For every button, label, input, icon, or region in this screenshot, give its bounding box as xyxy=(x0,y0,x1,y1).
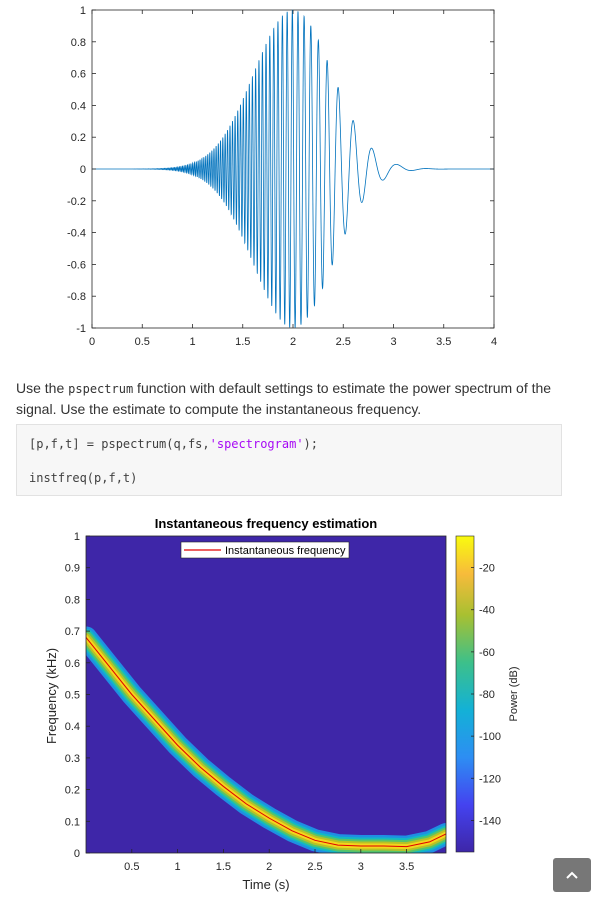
y-tick-label: -0.6 xyxy=(67,259,86,271)
chevron-up-icon xyxy=(566,871,578,879)
signal-x-axis: 0 0.5 1 1.5 2 2.5 3 3.5 4 xyxy=(89,10,497,348)
x-tick-label: 1.5 xyxy=(216,861,231,873)
signal-plot: 0 0.5 1 1.5 2 2.5 3 3.5 4 -1 -0.8 -0.6 -0.4 -0.2 0 0.2… xyxy=(67,5,497,348)
description-text-end: function with default settings to estima… xyxy=(16,380,552,417)
colorbar-tick-label: -40 xyxy=(479,605,495,617)
y-tick-label: 0.7 xyxy=(65,626,80,638)
colorbar-label: Power (dB) xyxy=(508,666,520,721)
y-tick-label: 0.8 xyxy=(71,37,86,49)
x-tick-label: 2 xyxy=(266,861,272,873)
y-tick-label: 0.1 xyxy=(65,816,80,828)
x-tick-label: 0 xyxy=(89,336,95,348)
y-tick-label: 0 xyxy=(80,164,86,176)
y-tick-label: -0.8 xyxy=(67,291,86,303)
description-paragraph: Use the pspectrum function with default … xyxy=(16,378,576,419)
y-tick-label: 0.2 xyxy=(71,132,86,144)
y-tick-label: -0.2 xyxy=(67,196,86,208)
y-tick-label: -1 xyxy=(76,323,86,335)
y-tick-label: 0.4 xyxy=(65,721,80,733)
y-tick-label: 0.9 xyxy=(65,563,80,575)
spectrogram-x-axis: 0.5 1 1.5 2 2.5 3 3.5 xyxy=(124,849,414,873)
y-tick-label: 0.6 xyxy=(65,658,80,670)
spectrogram-y-axis: 0 0.1 0.2 0.3 0.4 0.5 0.6 0.7 0.8 0.9 1 xyxy=(65,531,90,860)
x-tick-label: 4 xyxy=(491,336,497,348)
scroll-to-top-button[interactable] xyxy=(553,858,591,892)
colorbar-tick-label: -100 xyxy=(479,731,501,743)
legend-box xyxy=(180,541,350,559)
x-tick-label: 2.5 xyxy=(307,861,322,873)
x-tick-label: 0.5 xyxy=(135,336,150,348)
instantaneous-frequency-line xyxy=(86,637,446,848)
x-tick-label: 1.5 xyxy=(235,336,250,348)
y-tick-label: 0 xyxy=(74,848,80,860)
legend-label: Instantaneous frequency xyxy=(225,545,346,557)
legend: Instantaneous frequency xyxy=(180,541,350,559)
y-tick-label: 0.8 xyxy=(65,594,80,606)
x-tick-label: 0.5 xyxy=(124,861,139,873)
y-tick-label: 0.6 xyxy=(71,69,86,81)
pspectrum-code: pspectrum xyxy=(68,382,134,396)
x-tick-label: 2.5 xyxy=(336,336,351,348)
y-tick-label: 0.4 xyxy=(71,100,86,112)
y-tick-label: 0.2 xyxy=(65,785,80,797)
colorbar-tick-label: -80 xyxy=(479,689,495,701)
x-tick-label: 1 xyxy=(189,336,195,348)
colorbar-tick-label: -60 xyxy=(479,647,495,659)
y-tick-label: 1 xyxy=(80,5,86,17)
spectrogram-plot: Instantaneous frequency estimation 0.5 1 1… xyxy=(44,516,520,892)
y-tick-label: 0.5 xyxy=(65,690,80,702)
x-tick-label: 3 xyxy=(358,861,364,873)
y-tick-label: 1 xyxy=(74,531,80,543)
colorbar-tick-label: -120 xyxy=(479,773,501,785)
y-tick-label: 0.3 xyxy=(65,753,80,765)
description-text-start: Use the xyxy=(16,380,69,396)
code-string: 'spectrogram' xyxy=(209,437,304,451)
colorbar-ticks: -20 -40 -60 -80 -100 -120 -140 xyxy=(471,563,501,827)
x-tick-label: 3 xyxy=(390,336,396,348)
colorbar: -20 -40 -60 -80 -100 -120 -140 Power (dB) xyxy=(455,535,520,853)
spectrogram-title: Instantaneous frequency estimation xyxy=(155,516,378,531)
code-block: [p,f,t] = pspectrum(q,fs,'spectrogram');… xyxy=(16,424,562,496)
x-tick-label: 3.5 xyxy=(436,336,451,348)
y-axis-label: Frequency (kHz) xyxy=(44,648,59,744)
x-tick-label: 2 xyxy=(290,336,296,348)
signal-line xyxy=(92,9,494,328)
x-tick-label: 1 xyxy=(175,861,181,873)
x-axis-label: Time (s) xyxy=(242,877,289,892)
colorbar-tick-label: -20 xyxy=(479,563,495,575)
x-tick-label: 3.5 xyxy=(399,861,414,873)
y-tick-label: -0.4 xyxy=(67,228,86,240)
colorbar-tick-label: -140 xyxy=(479,815,501,827)
code-line-2: instfreq(p,f,t) xyxy=(29,471,138,485)
signal-y-axis: -1 -0.8 -0.6 -0.4 -0.2 0 0.2 0.4 0.6 0.8 1 xyxy=(67,5,494,335)
code-line-1: [p,f,t] = pspectrum(q,fs,'spectrogram'); xyxy=(29,437,318,451)
